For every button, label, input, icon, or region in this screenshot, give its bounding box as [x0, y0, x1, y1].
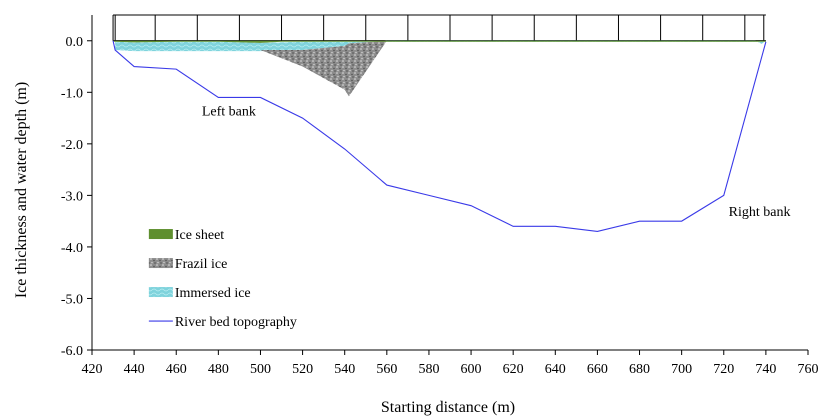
x-tick-label: 440 — [124, 362, 145, 377]
x-tick-label: 740 — [755, 362, 776, 377]
y-tick-label: -1.0 — [61, 86, 83, 101]
x-tick-label: 420 — [82, 362, 103, 377]
legend-swatch — [148, 258, 173, 269]
x-tick-label: 700 — [671, 362, 692, 377]
annotations: Left bank Right bank — [202, 105, 791, 221]
legend: Ice sheet Frazil ice Immersed ice River bed… — [148, 228, 297, 330]
x-tick-label: 480 — [208, 362, 229, 377]
ice-sheet-area — [113, 40, 766, 43]
x-tick-label: 580 — [418, 362, 439, 377]
annotation-label: Right bank — [729, 205, 791, 220]
x-tick-label: 720 — [713, 362, 734, 377]
annotation-label: Left bank — [202, 105, 256, 120]
x-tick-label: 460 — [166, 362, 187, 377]
x-tick-label: 560 — [376, 362, 397, 377]
y-tick-label: -4.0 — [61, 241, 83, 256]
x-tick-label: 640 — [545, 362, 566, 377]
y-tick-label: -2.0 — [61, 138, 83, 153]
y-axis-title: Ice thickness and water depth (m) — [13, 82, 30, 298]
legend-swatch — [148, 287, 173, 298]
x-tick-label: 660 — [587, 362, 608, 377]
plot-area: 420 440 460 480 500 520 540 560 580 600 620 640 660 6… — [61, 14, 819, 377]
legend-swatch — [148, 229, 173, 240]
x-axis-title: Starting distance (m) — [381, 399, 515, 416]
legend-label: River bed topography — [175, 315, 297, 330]
x-tick-label: 600 — [461, 362, 482, 377]
y-tick-label: 0.0 — [66, 35, 84, 50]
frazil-ice-area — [260, 40, 387, 97]
river-bed-line — [112, 40, 767, 233]
x-tick-label: 620 — [503, 362, 524, 377]
legend-label: Immersed ice — [175, 286, 251, 301]
y-tick-label: -6.0 — [61, 344, 83, 359]
y-tick-label: -3.0 — [61, 189, 83, 204]
immersed-ice-area — [115, 40, 766, 52]
x-tick-label: 540 — [334, 362, 355, 377]
x-tick-label: 520 — [292, 362, 313, 377]
x-tick-label: 760 — [798, 362, 819, 377]
y-tick-label: -5.0 — [61, 292, 83, 307]
legend-label: Frazil ice — [175, 257, 227, 272]
x-tick-label: 680 — [629, 362, 650, 377]
x-tick-label: 500 — [250, 362, 271, 377]
legend-label: Ice sheet — [175, 228, 224, 243]
